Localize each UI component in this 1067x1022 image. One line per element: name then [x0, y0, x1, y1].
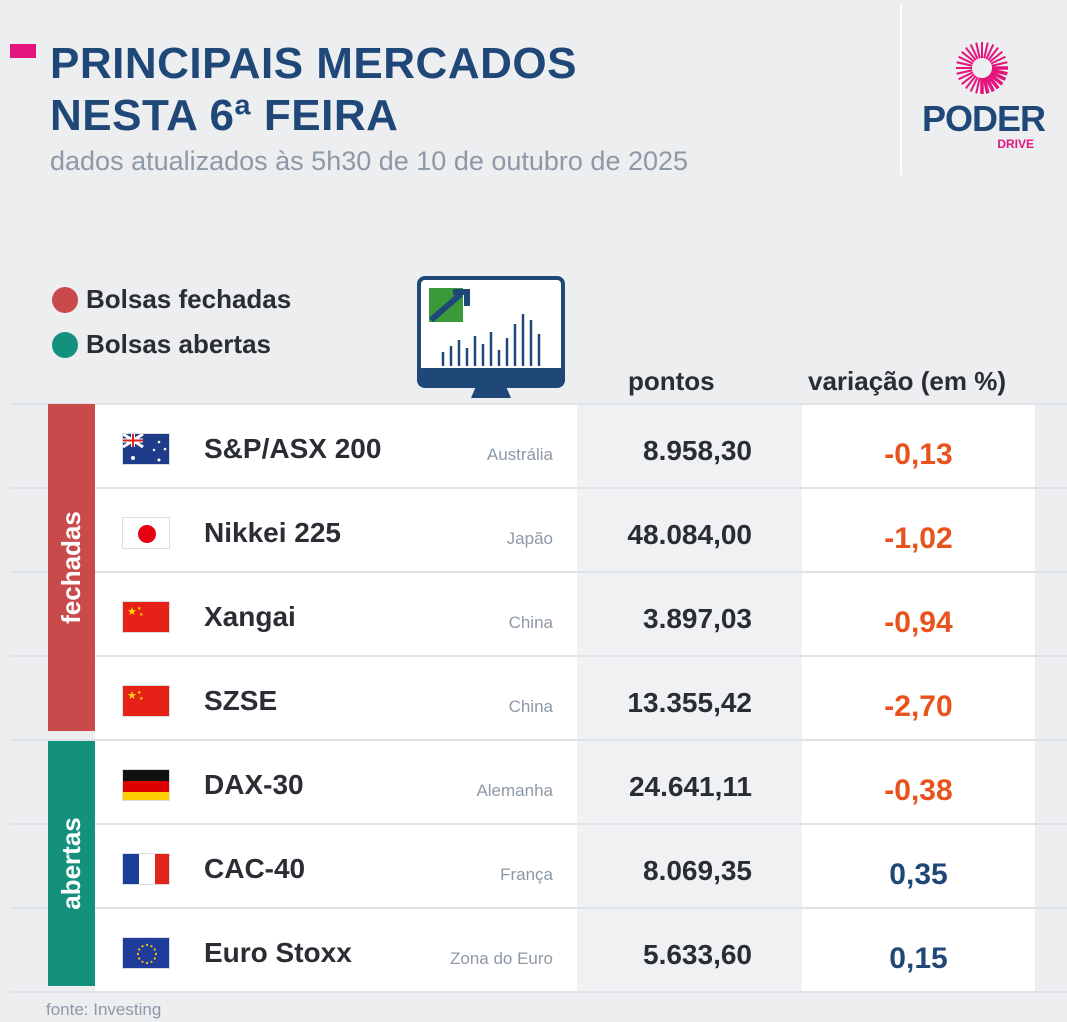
variation-value: -0,13	[884, 438, 953, 471]
index-name: DAX-30	[204, 769, 304, 800]
flag-eu-icon	[122, 937, 170, 969]
red-dot-icon	[52, 286, 78, 313]
points-bg	[577, 573, 802, 655]
row-bg	[95, 825, 577, 907]
flag-cn-icon: ★ ★ ★	[122, 685, 170, 717]
points-bg	[577, 909, 802, 991]
row-bg	[95, 405, 577, 487]
logo-name: PODER	[922, 98, 1046, 139]
title-line-1: PRINCIPAIS MERCADOS	[50, 39, 577, 88]
column-header-variation: variação (em %)	[808, 366, 1006, 396]
legend-label: Bolsas fechadas	[86, 284, 292, 314]
country: Japão	[506, 529, 553, 548]
variation-value: -0,38	[884, 774, 953, 807]
monitor-chart-icon	[417, 276, 565, 398]
column-header-points: pontos	[628, 366, 715, 396]
index-name: Nikkei 225	[204, 517, 341, 548]
index-name: Euro Stoxx	[204, 937, 352, 968]
variation-bg	[802, 909, 1035, 991]
table-row: S&P/ASX 200 Austrália 8.958,30 -0,13	[10, 403, 1067, 487]
title-line-2: NESTA 6ª FEIRA	[50, 91, 399, 140]
row-bg	[95, 909, 577, 991]
points-value: 3.897,03	[643, 603, 752, 634]
row-bg	[95, 741, 577, 823]
source-note: fonte: Investing	[46, 1000, 162, 1019]
variation-value: -1,02	[884, 522, 953, 555]
subtitle: dados atualizados às 5h30 de 10 de outub…	[50, 146, 689, 176]
markets-table: S&P/ASX 200 Austrália 8.958,30 -0,13 Nik…	[10, 403, 1067, 993]
page-title: PRINCIPAIS MERCADOS NESTA 6ª FEIRA	[50, 38, 577, 142]
variation-value: 0,15	[889, 942, 948, 975]
points-bg	[577, 741, 802, 823]
table-row: ★ ★ ★ Xangai China 3.897,03 -0,94	[10, 571, 1067, 655]
variation-bg	[802, 405, 1035, 487]
points-bg	[577, 825, 802, 907]
variation-bg	[802, 573, 1035, 655]
row-bg	[95, 489, 577, 571]
table-row: DAX-30 Alemanha 24.641,11 -0,38	[10, 739, 1067, 823]
index-name: Xangai	[204, 601, 296, 632]
points-value: 13.355,42	[627, 687, 752, 718]
country: Alemanha	[476, 781, 553, 800]
index-name: S&P/ASX 200	[204, 433, 382, 464]
table-row: Euro Stoxx Zona do Euro 5.633,60 0,15	[10, 907, 1067, 993]
group-open: abertas	[48, 741, 95, 986]
legend-open: Bolsas abertas	[52, 329, 271, 360]
variation-bg	[802, 657, 1035, 739]
variation-value: 0,35	[889, 858, 948, 891]
teal-dot-icon	[52, 331, 78, 358]
points-value: 5.633,60	[643, 939, 752, 970]
table-row: Nikkei 225 Japão 48.084,00 -1,02	[10, 487, 1067, 571]
index-name: SZSE	[204, 685, 278, 716]
logo: PODER DRIVE	[922, 40, 1046, 151]
flag-au-icon	[122, 433, 170, 465]
svg-text:★: ★	[137, 606, 142, 612]
points-bg	[577, 405, 802, 487]
legend-label: Bolsas abertas	[86, 329, 271, 359]
svg-text:★: ★	[127, 690, 137, 702]
row-bg	[95, 573, 577, 655]
variation-value: -0,94	[884, 606, 953, 639]
country: Austrália	[486, 445, 553, 464]
svg-text:★: ★	[139, 696, 144, 702]
variation-bg	[802, 489, 1035, 571]
points-value: 48.084,00	[627, 519, 752, 550]
flag-cn-icon: ★ ★ ★	[122, 601, 170, 633]
variation-bg	[802, 741, 1035, 823]
points-bg	[577, 489, 802, 571]
country: China	[508, 613, 553, 632]
group-label: fechadas	[56, 511, 87, 624]
table-row: ★ ★ ★ SZSE China 13.355,42 -2,70	[10, 655, 1067, 739]
accent-mark	[10, 44, 36, 58]
variation-value: -2,70	[884, 690, 953, 723]
svg-text:★: ★	[137, 690, 142, 696]
points-value: 24.641,11	[628, 771, 752, 802]
sunburst-icon	[956, 42, 1008, 94]
row-bg	[95, 657, 577, 739]
index-name: CAC-40	[204, 853, 306, 884]
country: França	[500, 865, 553, 884]
divider	[900, 5, 902, 175]
logo-sub: DRIVE	[997, 137, 1034, 151]
points-value: 8.069,35	[643, 855, 752, 886]
flag-fr-icon	[122, 853, 170, 885]
table-row: CAC-40 França 8.069,35 0,35	[10, 823, 1067, 907]
points-bg	[577, 657, 802, 739]
flag-de-icon	[122, 769, 170, 801]
points-value: 8.958,30	[643, 435, 752, 466]
flag-jp-icon	[122, 517, 170, 549]
country: China	[508, 697, 553, 716]
variation-bg	[802, 825, 1035, 907]
country: Zona do Euro	[449, 949, 553, 968]
svg-text:★: ★	[139, 612, 144, 618]
legend-closed: Bolsas fechadas	[52, 284, 291, 315]
group-label: abertas	[56, 817, 86, 910]
svg-text:★: ★	[127, 606, 137, 618]
group-closed: fechadas	[48, 404, 95, 731]
